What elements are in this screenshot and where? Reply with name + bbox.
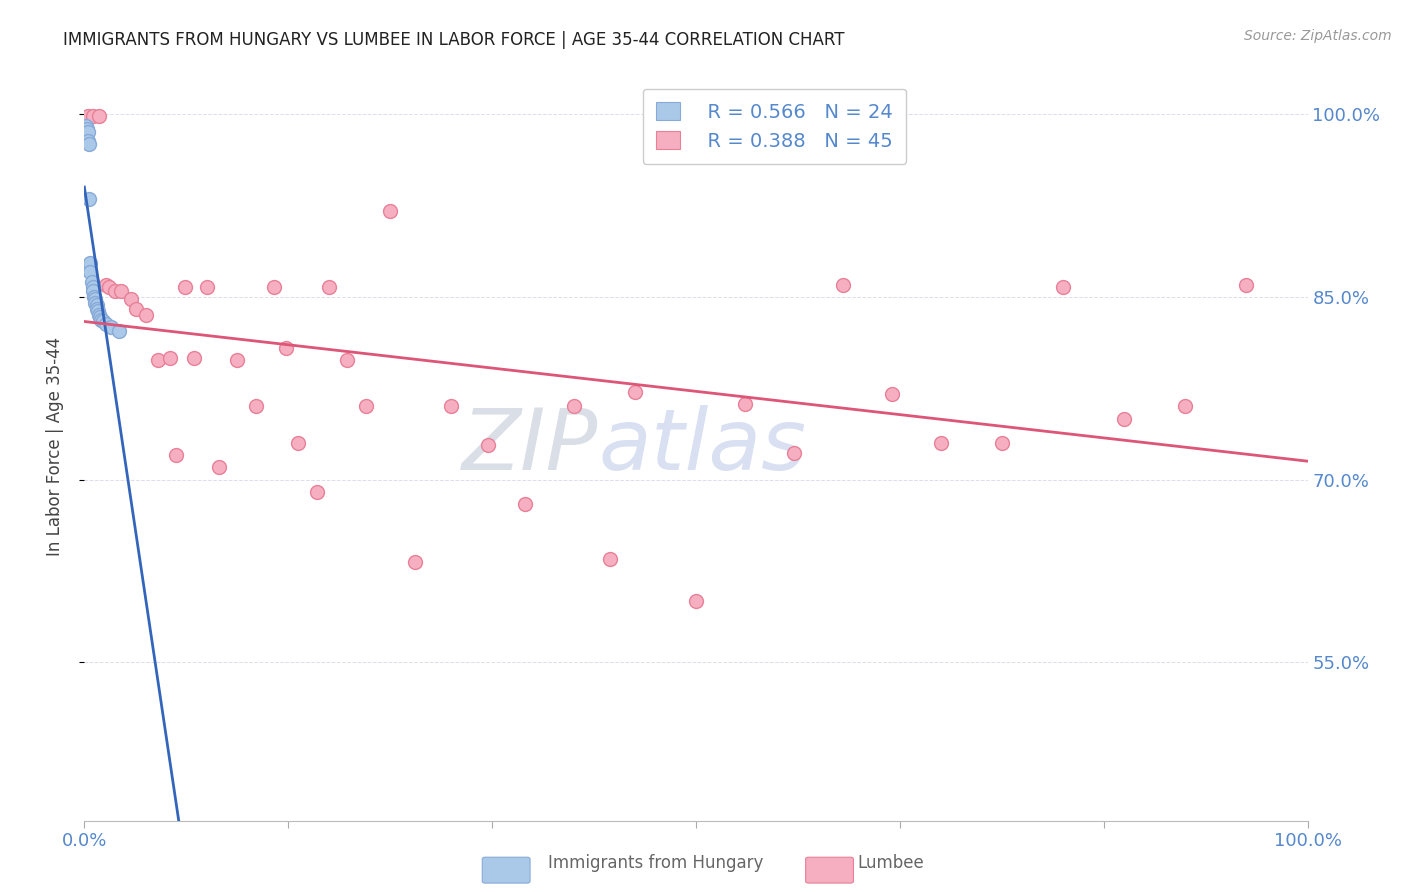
Point xyxy=(77,134,100,148)
Point xyxy=(107,324,129,338)
Point xyxy=(82,110,104,124)
Point xyxy=(226,353,249,368)
Point xyxy=(263,280,285,294)
Point xyxy=(125,301,148,316)
Point xyxy=(83,290,105,304)
Point xyxy=(79,255,101,269)
Point xyxy=(159,351,181,365)
Point xyxy=(513,497,536,511)
Point xyxy=(87,308,110,322)
Text: Lumbee: Lumbee xyxy=(858,855,924,872)
Point xyxy=(80,275,103,289)
Point xyxy=(562,400,585,414)
Point xyxy=(1114,411,1136,425)
Point xyxy=(96,317,118,331)
Point xyxy=(404,555,426,569)
Point xyxy=(173,280,195,294)
Point xyxy=(287,436,309,450)
Point xyxy=(77,110,100,124)
Point xyxy=(97,280,120,294)
Point xyxy=(440,400,463,414)
Point xyxy=(624,384,647,399)
Point xyxy=(783,446,806,460)
Point xyxy=(165,448,187,462)
Point xyxy=(734,397,756,411)
Point xyxy=(305,484,328,499)
Point xyxy=(135,308,157,322)
Point xyxy=(82,284,104,298)
Point xyxy=(91,314,114,328)
Point xyxy=(110,284,132,298)
Point xyxy=(79,265,101,279)
Point xyxy=(77,192,100,206)
Point xyxy=(104,284,127,298)
Point xyxy=(599,551,621,566)
Text: ZIP: ZIP xyxy=(461,404,598,488)
Point xyxy=(90,313,112,327)
Point xyxy=(831,277,853,292)
Point xyxy=(76,121,98,136)
Point xyxy=(880,387,903,401)
Point xyxy=(87,110,110,124)
Point xyxy=(245,400,267,414)
Point xyxy=(87,304,110,318)
Point xyxy=(86,298,108,312)
Point xyxy=(380,204,402,219)
Point xyxy=(276,341,298,355)
Point xyxy=(86,301,108,316)
Text: IMMIGRANTS FROM HUNGARY VS LUMBEE IN LABOR FORCE | AGE 35-44 CORRELATION CHART: IMMIGRANTS FROM HUNGARY VS LUMBEE IN LAB… xyxy=(63,31,845,49)
Legend:   R = 0.566   N = 24,   R = 0.388   N = 45: R = 0.566 N = 24, R = 0.388 N = 45 xyxy=(643,88,907,164)
Point xyxy=(82,280,104,294)
Point xyxy=(84,296,107,310)
Point xyxy=(336,353,359,368)
Point xyxy=(77,137,100,152)
Point xyxy=(1052,280,1074,294)
Point xyxy=(685,594,707,608)
Point xyxy=(477,438,499,452)
Text: atlas: atlas xyxy=(598,404,806,488)
Point xyxy=(1174,400,1197,414)
Point xyxy=(318,280,340,294)
Point xyxy=(1236,277,1258,292)
Y-axis label: In Labor Force | Age 35-44: In Labor Force | Age 35-44 xyxy=(45,336,63,556)
Point xyxy=(183,351,205,365)
Point xyxy=(354,400,377,414)
Point xyxy=(120,292,142,306)
Point xyxy=(89,310,111,325)
Point xyxy=(195,280,218,294)
Point xyxy=(208,460,231,475)
Text: Immigrants from Hungary: Immigrants from Hungary xyxy=(548,855,763,872)
Text: Source: ZipAtlas.com: Source: ZipAtlas.com xyxy=(1244,29,1392,43)
Point xyxy=(77,125,100,139)
Point xyxy=(96,277,118,292)
Point xyxy=(100,320,122,334)
Point xyxy=(75,119,97,133)
Point xyxy=(929,436,952,450)
Point xyxy=(146,353,169,368)
Point xyxy=(84,292,107,306)
Point xyxy=(991,436,1014,450)
